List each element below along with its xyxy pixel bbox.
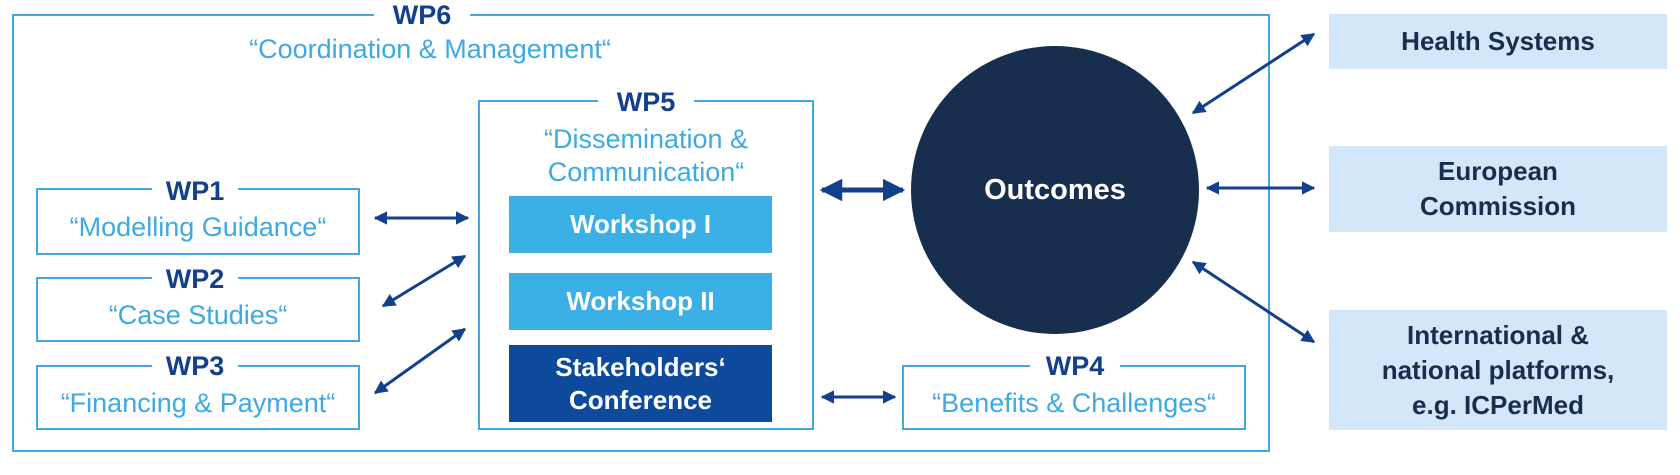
wp1-subtitle: “Modelling Guidance“: [69, 212, 327, 242]
wp3-title: WP3: [152, 352, 238, 380]
wp4-subtitle: “Benefits & Challenges“: [932, 388, 1216, 418]
outcomes-label: Outcomes: [984, 173, 1126, 206]
wp1-title: WP1: [152, 177, 238, 205]
international-line3: e.g. ICPerMed: [1412, 389, 1584, 420]
wp4-title: WP4: [1030, 352, 1120, 380]
wp5-title: WP5: [598, 87, 694, 117]
wp2-subtitle: “Case Studies“: [108, 300, 288, 330]
workshop-1-box: Workshop I: [509, 196, 772, 253]
wp3-subtitle: “Financing & Payment“: [60, 388, 336, 418]
arrow-wp2-wp5: [381, 254, 467, 308]
arrow-outcomes-health: [1191, 32, 1316, 115]
wp2-title: WP2: [152, 265, 238, 293]
workshop-1-label: Workshop I: [569, 209, 712, 239]
wp5-subtitle-line2: Communication“: [547, 157, 745, 187]
workshop-2-label: Workshop II: [566, 286, 715, 316]
wp6-title: WP6: [374, 0, 470, 30]
conference-label-line2: Conference: [568, 384, 713, 415]
arrow-outcomes-intl: [1191, 260, 1316, 344]
wp6-subtitle: “Coordination & Management“: [249, 34, 611, 64]
arrow-wp3-wp5: [373, 327, 467, 395]
european-commission-line1: European: [1438, 156, 1558, 186]
international-platforms-box: International & national platforms, e.g.…: [1329, 310, 1667, 430]
conference-label-line1: Stakeholders‘: [555, 351, 726, 382]
international-line2: national platforms,: [1381, 354, 1615, 385]
health-systems-box: Health Systems: [1329, 14, 1667, 69]
stakeholders-conference-box: Stakeholders‘ Conference: [509, 345, 772, 422]
international-line1: International &: [1406, 319, 1589, 350]
outcomes-circle: Outcomes: [911, 46, 1199, 334]
wp5-subtitle-line1: “Dissemination &: [543, 124, 749, 154]
european-commission-line2: Commission: [1419, 191, 1577, 221]
european-commission-box: European Commission: [1329, 146, 1667, 232]
health-systems-label: Health Systems: [1401, 26, 1595, 56]
wp6-frame: [12, 14, 1270, 452]
workshop-2-box: Workshop II: [509, 273, 772, 330]
